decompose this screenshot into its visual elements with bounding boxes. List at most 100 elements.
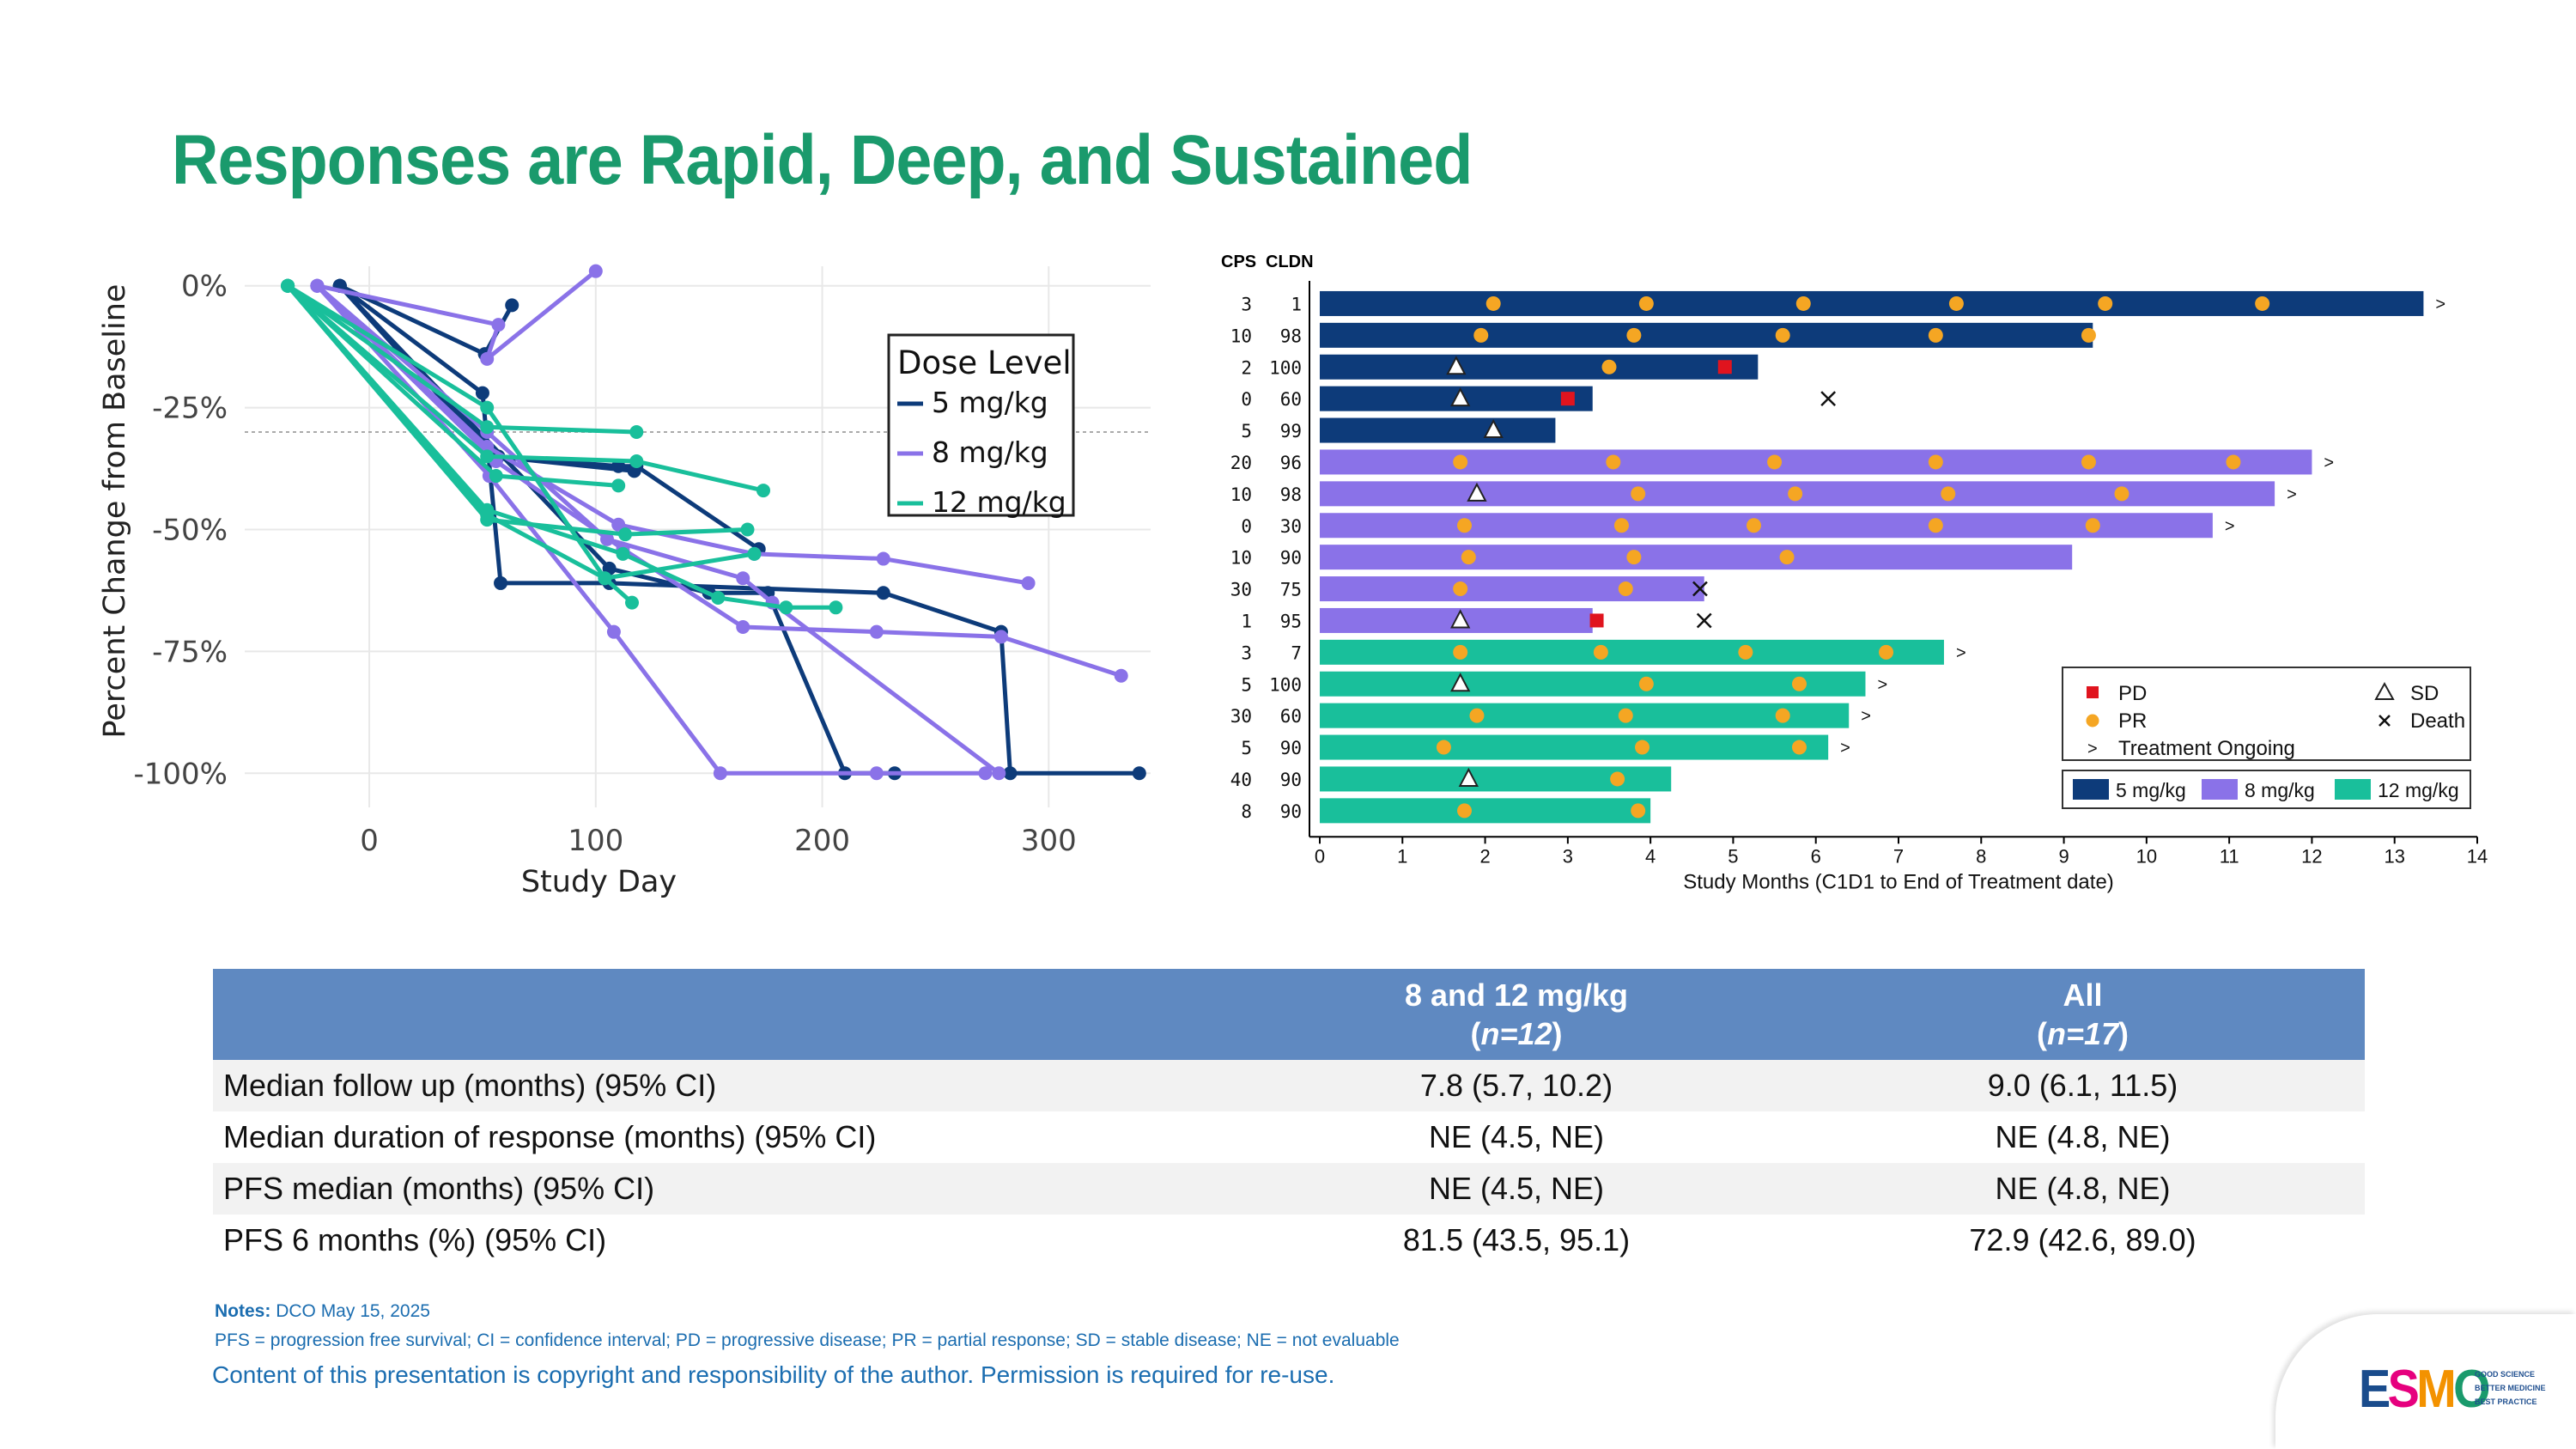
x-tick-label: 14 <box>2467 845 2488 867</box>
row-value-8-12: NE (4.5, NE) <box>1428 1119 1605 1154</box>
x-tick-label: 9 <box>2058 845 2069 867</box>
pr-marker <box>1610 771 1625 787</box>
row-value-all: 9.0 (6.1, 11.5) <box>1801 1060 2365 1111</box>
data-point <box>494 575 508 590</box>
pr-marker <box>2114 486 2129 502</box>
x-tick-label: 0 <box>1315 845 1325 867</box>
pr-marker <box>1618 708 1633 723</box>
legend-entry: 12 mg/kg <box>932 485 1066 519</box>
pr-marker <box>2098 295 2113 311</box>
patient-bar <box>1320 734 1829 760</box>
legend-marker-label: PR <box>2118 709 2147 733</box>
row-cps-label: 5 <box>1241 421 1252 441</box>
patient-bar <box>1320 671 1866 697</box>
data-point <box>876 551 890 566</box>
data-point <box>505 298 519 313</box>
x-tick-label: 4 <box>1645 845 1656 867</box>
copyright-text: Content of this presentation is copyrigh… <box>212 1361 1335 1388</box>
patient-bar <box>1320 449 2312 475</box>
data-point <box>978 766 993 781</box>
sd-marker <box>1467 482 1487 502</box>
legend-entry: 5 mg/kg <box>932 386 1048 419</box>
data-point <box>869 624 884 639</box>
x-tick-label: 11 <box>2220 845 2239 867</box>
efficacy-table: 8 and 12 mg/kg (n=12) All (n=17) Median … <box>213 969 2365 1266</box>
pr-marker <box>1879 644 1894 660</box>
data-point <box>310 278 325 293</box>
col-8-12-n: n=12 <box>1480 1016 1552 1051</box>
series-line <box>286 284 836 610</box>
table-row: Median follow up (months) (95% CI) 7.8 (… <box>213 1060 2365 1111</box>
dose-legend-label: 12 mg/kg <box>2378 779 2459 801</box>
row-cps-label: 8 <box>1241 801 1252 822</box>
dose-legend-swatch <box>2335 779 2371 800</box>
row-value-8-12: NE (4.5, NE) <box>1232 1163 1801 1215</box>
row-cldn-label: 60 <box>1280 389 1302 410</box>
sd-marker <box>1450 609 1471 629</box>
data-point <box>475 386 489 400</box>
pr-marker <box>1747 518 1761 533</box>
row-value-all: NE (4.8, NE) <box>1995 1119 2171 1154</box>
notes-abbreviations: PFS = progression free survival; CI = co… <box>215 1330 1400 1350</box>
pr-marker <box>1601 359 1617 374</box>
pr-marker <box>1626 327 1642 343</box>
pr-marker <box>1473 327 1489 343</box>
data-point <box>588 264 603 278</box>
data-point <box>480 351 495 366</box>
patient-bar <box>1320 639 1944 665</box>
data-point <box>829 600 843 615</box>
row-cps-label: 20 <box>1230 453 1252 473</box>
pr-marker <box>1436 740 1451 755</box>
pr-marker <box>1795 295 1811 311</box>
series-line <box>315 283 1029 586</box>
row-cldn-label: 75 <box>1280 580 1302 600</box>
pr-marker <box>1775 327 1790 343</box>
data-point <box>711 590 726 605</box>
patient-bar <box>1320 576 1704 602</box>
row-cps-label: 40 <box>1230 770 1252 790</box>
data-point <box>281 278 295 293</box>
row-value-8-12: 81.5 (43.5, 95.1) <box>1402 1222 1631 1257</box>
data-point <box>480 449 495 464</box>
patient-bar <box>1320 417 1556 443</box>
sd-marker <box>1483 418 1504 439</box>
data-point <box>876 586 890 600</box>
data-point <box>1003 766 1018 781</box>
x-tick-label: 200 <box>794 824 850 858</box>
ongoing-marker: > <box>1877 675 1887 694</box>
data-point <box>629 454 644 469</box>
data-point <box>747 546 762 561</box>
data-point <box>489 469 503 484</box>
ongoing-marker: > <box>2435 295 2445 314</box>
death-marker <box>1820 391 1837 407</box>
table-header-blank <box>213 969 1232 1060</box>
row-cldn-label: 99 <box>1280 421 1302 441</box>
row-cps-label: 5 <box>1241 738 1252 758</box>
pd-marker <box>1717 360 1732 374</box>
legend-marker-label: Death <box>2410 709 2465 733</box>
x-tick-label: 100 <box>568 824 623 858</box>
x-tick-label: 0 <box>360 824 379 858</box>
pr-marker <box>1469 708 1485 723</box>
pr-marker <box>1453 644 1468 660</box>
y-tick-label: -100% <box>134 757 228 791</box>
pr-marker <box>1618 581 1633 597</box>
pr-marker <box>2085 518 2100 533</box>
pr-marker <box>1613 518 1629 533</box>
column-header-cldn: CLDN <box>1266 253 1314 271</box>
row-value-all: NE (4.8, NE) <box>1801 1163 2365 1215</box>
pd-marker <box>1589 613 1604 628</box>
legend-marker-label: Treatment Ongoing <box>2118 737 2295 760</box>
ongoing-marker: > <box>2225 517 2235 536</box>
data-point <box>740 522 755 537</box>
pr-marker <box>1941 486 1956 502</box>
row-label: Median follow up (months) (95% CI) <box>213 1060 1232 1111</box>
x-tick-label: 10 <box>2136 845 2157 867</box>
col-all-n: n=17 <box>2046 1016 2119 1051</box>
data-point <box>618 527 633 542</box>
ongoing-marker: > <box>2324 454 2334 472</box>
table-row: Median duration of response (months) (95… <box>213 1111 2365 1163</box>
spider-plot: 0 100 200 300 0% -25% -50% -75% -100% Study Day Pe… <box>98 264 1151 899</box>
data-point <box>480 400 495 415</box>
death-marker <box>1696 612 1712 629</box>
